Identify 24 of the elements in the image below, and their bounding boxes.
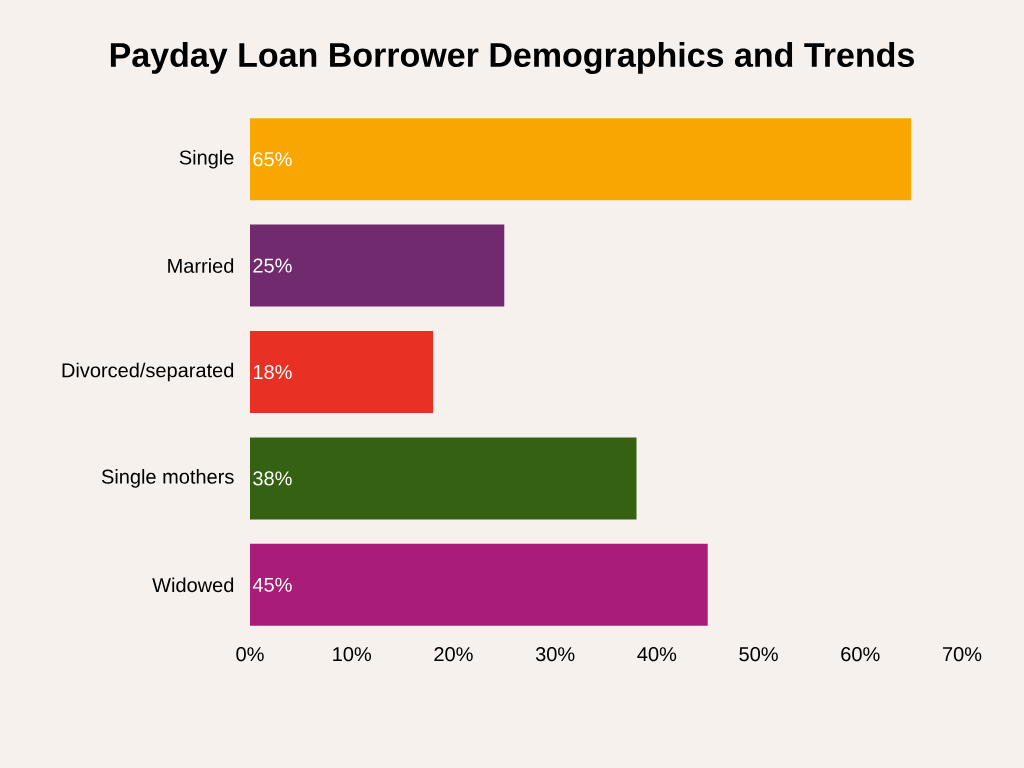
y-tick-label: Single mothers bbox=[101, 469, 234, 488]
bar bbox=[250, 331, 434, 414]
x-tick-label: 40% bbox=[637, 647, 677, 662]
x-tick-label: 60% bbox=[841, 647, 880, 662]
bar bbox=[250, 543, 708, 626]
x-tick-label: 20% bbox=[434, 647, 473, 662]
data-label: 65% bbox=[253, 152, 292, 167]
data-label: 18% bbox=[253, 364, 292, 380]
x-tick-label: 10% bbox=[333, 647, 372, 662]
data-label: 38% bbox=[253, 471, 292, 486]
data-label: 25% bbox=[253, 258, 292, 273]
y-tick-label: Divorced/separated bbox=[62, 362, 234, 382]
x-tick-label: 0% bbox=[236, 647, 264, 662]
x-tick-label: 50% bbox=[739, 647, 778, 662]
chart-title: Payday Loan Borrower Demographics and Trends bbox=[110, 42, 914, 74]
x-tick-label: 70% bbox=[943, 647, 982, 662]
y-tick-label: Widowed bbox=[152, 577, 234, 593]
bar bbox=[250, 437, 637, 520]
data-label: 45% bbox=[252, 577, 292, 592]
bar bbox=[250, 118, 912, 201]
y-tick-label: Married bbox=[168, 258, 234, 273]
x-tick-label: 30% bbox=[535, 647, 575, 662]
y-tick-label: Single bbox=[179, 149, 234, 169]
bar bbox=[250, 224, 505, 307]
